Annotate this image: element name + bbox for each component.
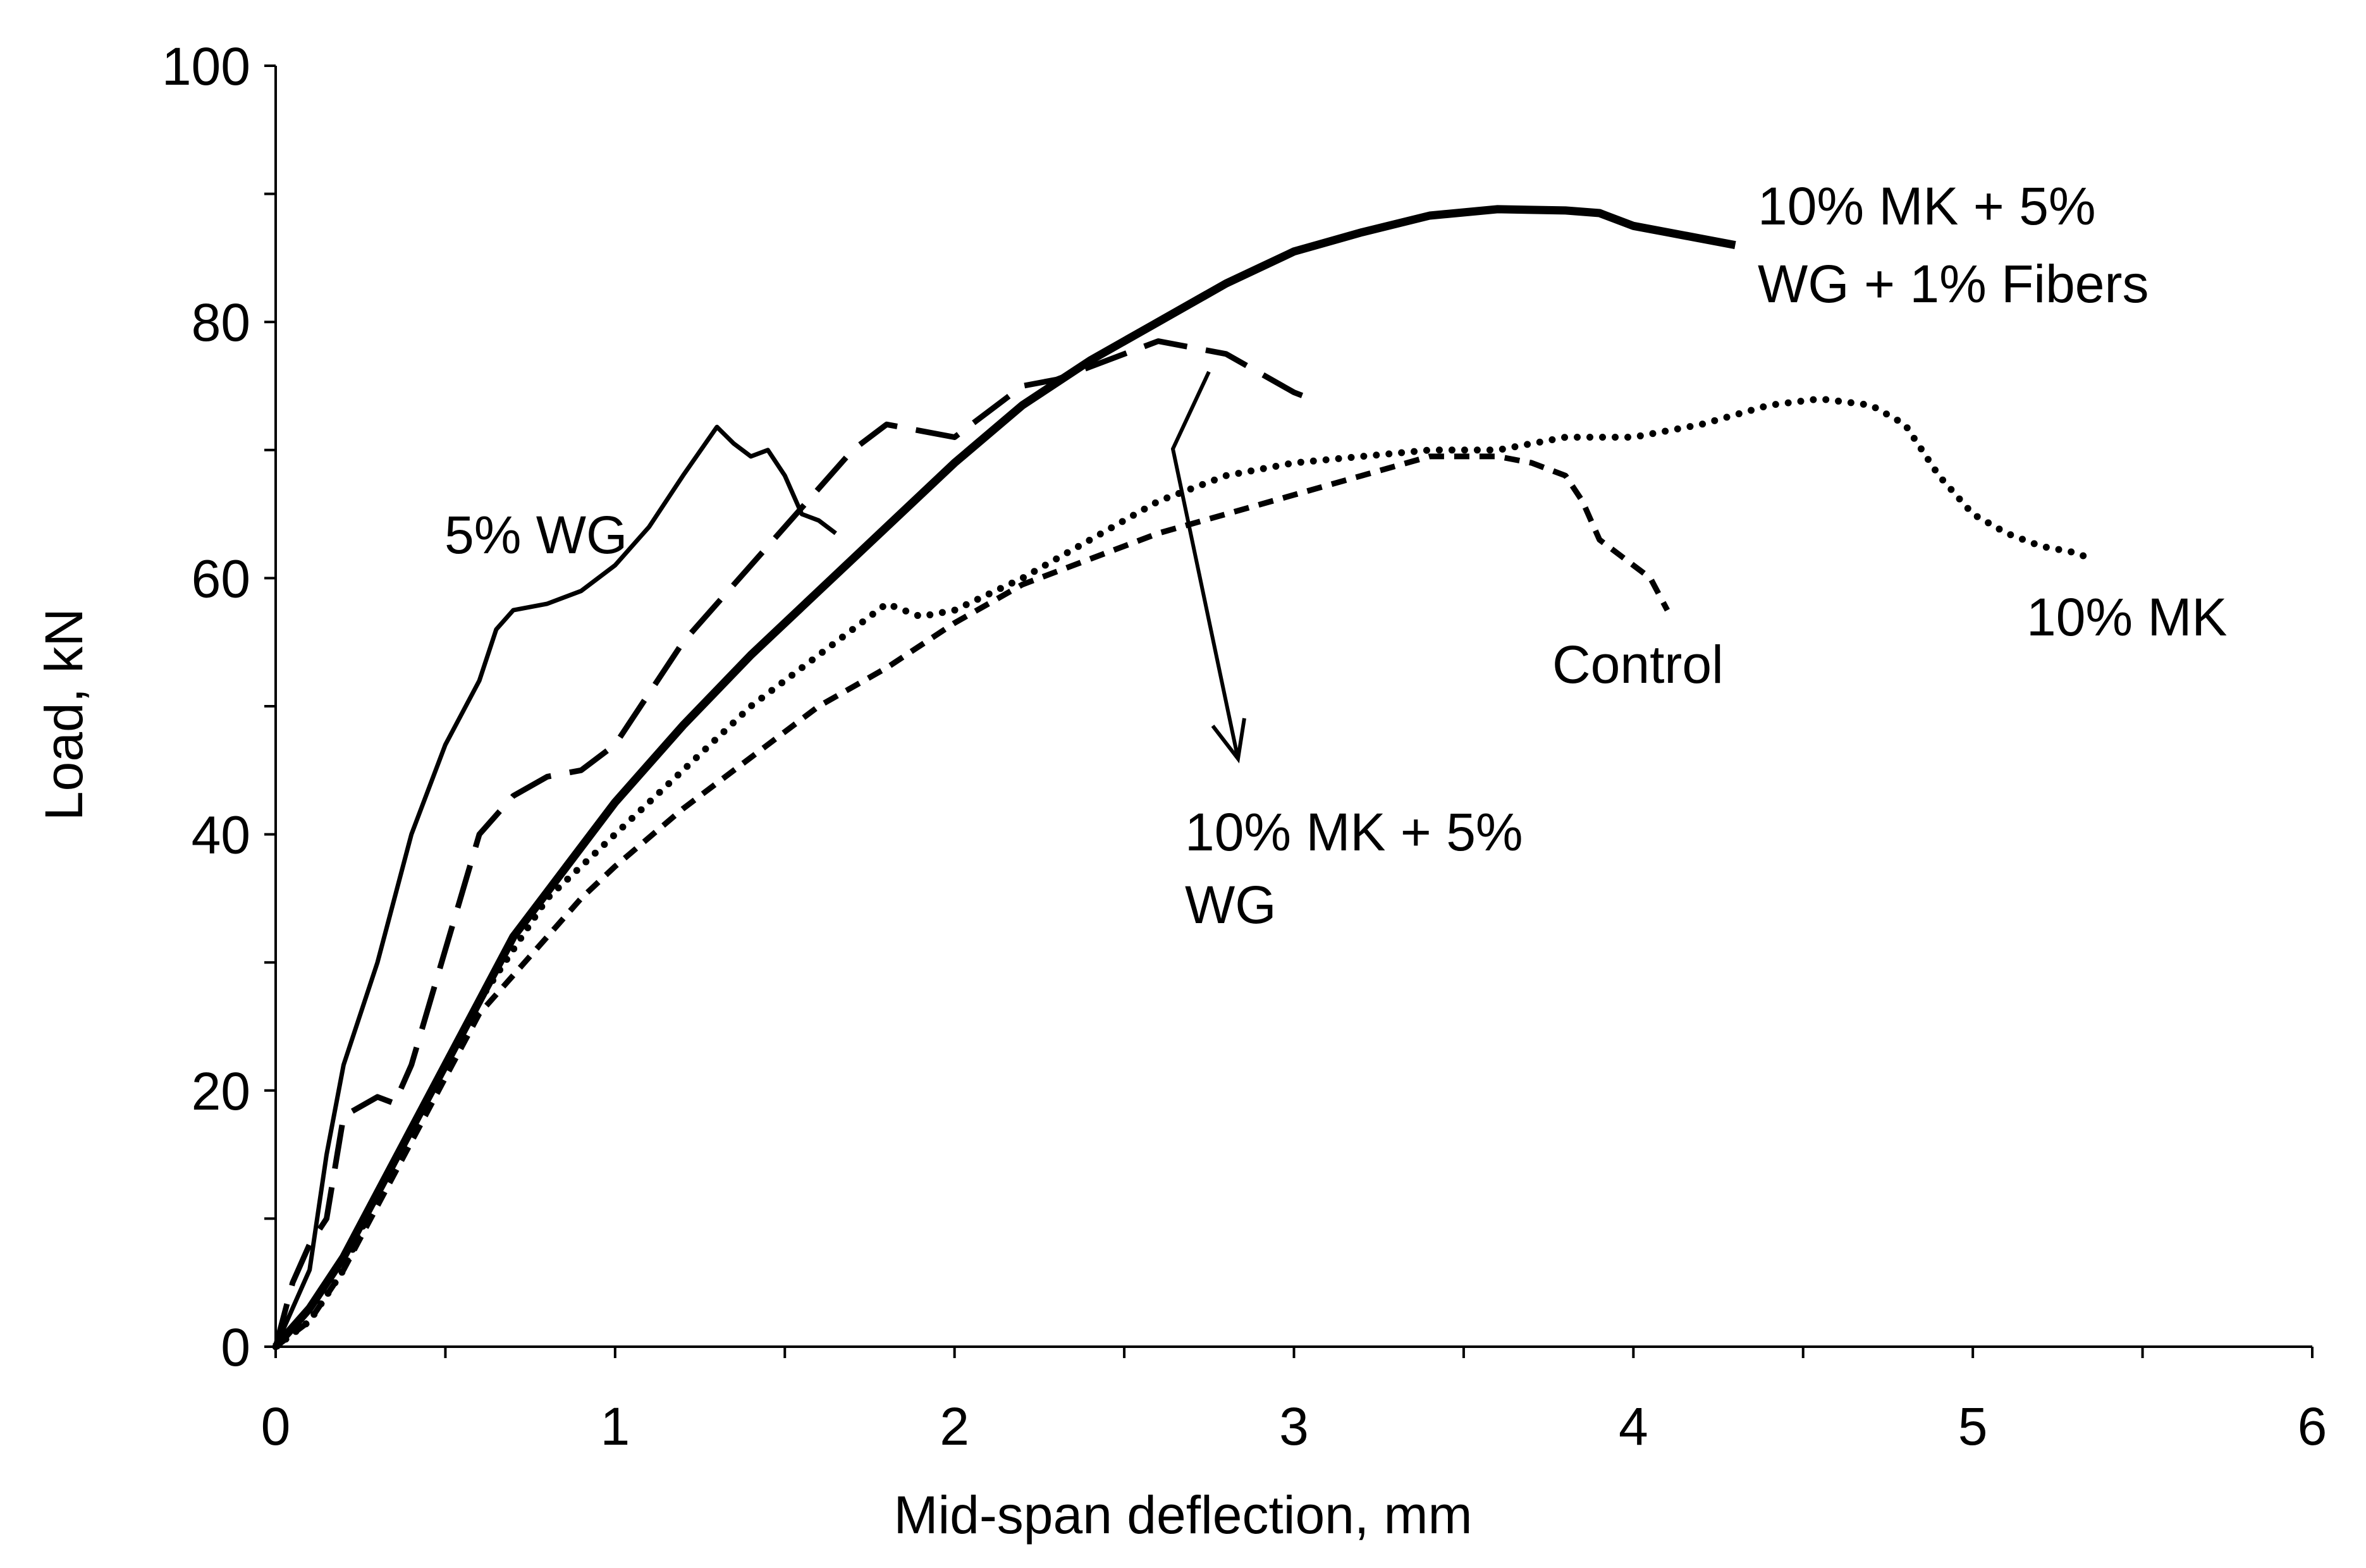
x-axis-title: Mid-span deflection, mm	[893, 1485, 1472, 1545]
callout-arrow	[1170, 371, 1246, 764]
series-10pct-mk-5pct-wg-1pct-fibers	[273, 205, 1736, 1350]
label-mk-wg-line1: 10% MK + 5%	[1185, 802, 1523, 862]
label-5-percent-wg: 5% WG	[444, 505, 627, 565]
series-10pct-mk-5pct-wg	[274, 453, 1670, 1349]
x-tick-label: 0	[261, 1397, 291, 1456]
y-tick-label: 100	[162, 37, 250, 96]
series-10pct-mk	[272, 395, 2095, 1351]
label-10-percent-mk: 10% MK	[2026, 587, 2227, 647]
label-control: Control	[1552, 635, 1724, 694]
y-tick-label: 20	[192, 1062, 250, 1121]
series-group	[272, 205, 2095, 1351]
y-tick-label: 80	[192, 293, 250, 352]
x-tick-label: 4	[1619, 1397, 1648, 1456]
label-mk-wg-line2: WG	[1185, 875, 1277, 934]
x-tick-label: 1	[600, 1397, 630, 1456]
x-tick-label: 6	[2298, 1397, 2327, 1456]
y-tick-label: 40	[192, 805, 250, 865]
x-tick-label: 3	[1279, 1397, 1309, 1456]
label-fibers-line2: WG + 1% Fibers	[1758, 254, 2148, 314]
y-tick-label: 0	[221, 1318, 250, 1377]
series-control	[273, 338, 1312, 1348]
x-tick-label: 5	[1958, 1397, 1988, 1456]
series-5pct-wg	[273, 424, 837, 1348]
y-axis-title: Load, kN	[34, 608, 94, 821]
label-fibers-line1: 10% MK + 5%	[1758, 176, 2096, 236]
y-tick-label: 60	[192, 549, 250, 608]
x-tick-label: 2	[940, 1397, 969, 1456]
